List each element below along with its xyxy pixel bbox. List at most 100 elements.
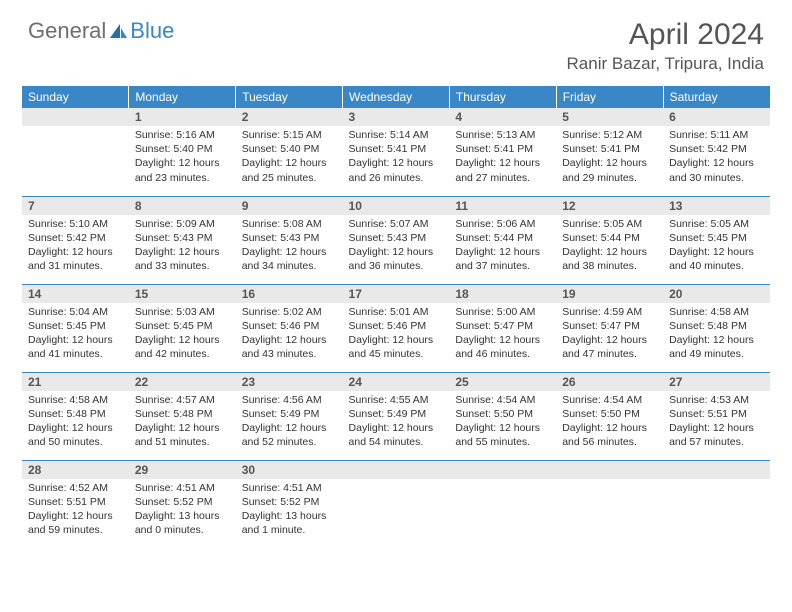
calendar-cell: 30Sunrise: 4:51 AMSunset: 5:52 PMDayligh… — [236, 460, 343, 548]
header: General Blue April 2024 Ranir Bazar, Tri… — [0, 0, 792, 78]
day-number: 2 — [236, 108, 343, 126]
calendar-cell: 8Sunrise: 5:09 AMSunset: 5:43 PMDaylight… — [129, 196, 236, 284]
day-details: Sunrise: 4:55 AMSunset: 5:49 PMDaylight:… — [343, 391, 450, 454]
day-details: Sunrise: 5:07 AMSunset: 5:43 PMDaylight:… — [343, 215, 450, 278]
calendar-cell — [22, 108, 129, 196]
day-details: Sunrise: 5:14 AMSunset: 5:41 PMDaylight:… — [343, 126, 450, 189]
day-details: Sunrise: 5:02 AMSunset: 5:46 PMDaylight:… — [236, 303, 343, 366]
day-details: Sunrise: 5:01 AMSunset: 5:46 PMDaylight:… — [343, 303, 450, 366]
weekday-header: Sunday — [22, 86, 129, 108]
calendar-cell: 5Sunrise: 5:12 AMSunset: 5:41 PMDaylight… — [556, 108, 663, 196]
calendar-cell: 23Sunrise: 4:56 AMSunset: 5:49 PMDayligh… — [236, 372, 343, 460]
calendar-cell: 6Sunrise: 5:11 AMSunset: 5:42 PMDaylight… — [663, 108, 770, 196]
weekday-header: Thursday — [449, 86, 556, 108]
day-details: Sunrise: 5:15 AMSunset: 5:40 PMDaylight:… — [236, 126, 343, 189]
calendar-cell: 22Sunrise: 4:57 AMSunset: 5:48 PMDayligh… — [129, 372, 236, 460]
calendar-cell: 17Sunrise: 5:01 AMSunset: 5:46 PMDayligh… — [343, 284, 450, 372]
day-number: 14 — [22, 285, 129, 303]
calendar-cell — [449, 460, 556, 548]
weekday-header: Monday — [129, 86, 236, 108]
logo: General Blue — [28, 18, 174, 44]
day-details: Sunrise: 5:16 AMSunset: 5:40 PMDaylight:… — [129, 126, 236, 189]
calendar-cell: 26Sunrise: 4:54 AMSunset: 5:50 PMDayligh… — [556, 372, 663, 460]
logo-text-blue: Blue — [130, 18, 174, 44]
day-number: 7 — [22, 197, 129, 215]
month-title: April 2024 — [567, 18, 764, 52]
day-details: Sunrise: 4:51 AMSunset: 5:52 PMDaylight:… — [129, 479, 236, 542]
day-details: Sunrise: 4:58 AMSunset: 5:48 PMDaylight:… — [663, 303, 770, 366]
calendar: Sunday Monday Tuesday Wednesday Thursday… — [22, 86, 770, 548]
day-number: 8 — [129, 197, 236, 215]
day-details: Sunrise: 4:59 AMSunset: 5:47 PMDaylight:… — [556, 303, 663, 366]
calendar-cell: 14Sunrise: 5:04 AMSunset: 5:45 PMDayligh… — [22, 284, 129, 372]
location: Ranir Bazar, Tripura, India — [567, 54, 764, 74]
day-details: Sunrise: 4:54 AMSunset: 5:50 PMDaylight:… — [556, 391, 663, 454]
day-number: 29 — [129, 461, 236, 479]
calendar-row: 14Sunrise: 5:04 AMSunset: 5:45 PMDayligh… — [22, 284, 770, 372]
day-number: 17 — [343, 285, 450, 303]
calendar-row: 28Sunrise: 4:52 AMSunset: 5:51 PMDayligh… — [22, 460, 770, 548]
day-details: Sunrise: 4:56 AMSunset: 5:49 PMDaylight:… — [236, 391, 343, 454]
day-details: Sunrise: 5:05 AMSunset: 5:45 PMDaylight:… — [663, 215, 770, 278]
calendar-row: 1Sunrise: 5:16 AMSunset: 5:40 PMDaylight… — [22, 108, 770, 196]
day-details: Sunrise: 5:11 AMSunset: 5:42 PMDaylight:… — [663, 126, 770, 189]
calendar-cell: 15Sunrise: 5:03 AMSunset: 5:45 PMDayligh… — [129, 284, 236, 372]
calendar-cell: 25Sunrise: 4:54 AMSunset: 5:50 PMDayligh… — [449, 372, 556, 460]
weekday-header-row: Sunday Monday Tuesday Wednesday Thursday… — [22, 86, 770, 108]
day-number: 25 — [449, 373, 556, 391]
weekday-header: Saturday — [663, 86, 770, 108]
calendar-cell: 1Sunrise: 5:16 AMSunset: 5:40 PMDaylight… — [129, 108, 236, 196]
calendar-cell: 21Sunrise: 4:58 AMSunset: 5:48 PMDayligh… — [22, 372, 129, 460]
day-number: 12 — [556, 197, 663, 215]
calendar-cell — [343, 460, 450, 548]
calendar-cell: 12Sunrise: 5:05 AMSunset: 5:44 PMDayligh… — [556, 196, 663, 284]
day-details: Sunrise: 5:00 AMSunset: 5:47 PMDaylight:… — [449, 303, 556, 366]
calendar-row: 7Sunrise: 5:10 AMSunset: 5:42 PMDaylight… — [22, 196, 770, 284]
day-number: 28 — [22, 461, 129, 479]
empty-day-header — [343, 461, 450, 479]
title-block: April 2024 Ranir Bazar, Tripura, India — [567, 18, 764, 74]
calendar-cell: 27Sunrise: 4:53 AMSunset: 5:51 PMDayligh… — [663, 372, 770, 460]
day-details: Sunrise: 4:58 AMSunset: 5:48 PMDaylight:… — [22, 391, 129, 454]
day-number: 26 — [556, 373, 663, 391]
day-number: 13 — [663, 197, 770, 215]
calendar-cell: 13Sunrise: 5:05 AMSunset: 5:45 PMDayligh… — [663, 196, 770, 284]
day-details: Sunrise: 5:10 AMSunset: 5:42 PMDaylight:… — [22, 215, 129, 278]
day-details: Sunrise: 5:04 AMSunset: 5:45 PMDaylight:… — [22, 303, 129, 366]
weekday-header: Wednesday — [343, 86, 450, 108]
day-number: 6 — [663, 108, 770, 126]
day-details: Sunrise: 4:52 AMSunset: 5:51 PMDaylight:… — [22, 479, 129, 542]
day-number: 27 — [663, 373, 770, 391]
day-details: Sunrise: 4:57 AMSunset: 5:48 PMDaylight:… — [129, 391, 236, 454]
calendar-cell: 7Sunrise: 5:10 AMSunset: 5:42 PMDaylight… — [22, 196, 129, 284]
day-number: 22 — [129, 373, 236, 391]
calendar-cell — [663, 460, 770, 548]
day-details: Sunrise: 5:12 AMSunset: 5:41 PMDaylight:… — [556, 126, 663, 189]
day-details: Sunrise: 5:09 AMSunset: 5:43 PMDaylight:… — [129, 215, 236, 278]
day-number: 10 — [343, 197, 450, 215]
calendar-cell: 9Sunrise: 5:08 AMSunset: 5:43 PMDaylight… — [236, 196, 343, 284]
calendar-cell: 10Sunrise: 5:07 AMSunset: 5:43 PMDayligh… — [343, 196, 450, 284]
empty-day-header — [556, 461, 663, 479]
calendar-cell: 16Sunrise: 5:02 AMSunset: 5:46 PMDayligh… — [236, 284, 343, 372]
calendar-cell: 11Sunrise: 5:06 AMSunset: 5:44 PMDayligh… — [449, 196, 556, 284]
day-number: 18 — [449, 285, 556, 303]
day-number: 23 — [236, 373, 343, 391]
calendar-cell: 29Sunrise: 4:51 AMSunset: 5:52 PMDayligh… — [129, 460, 236, 548]
calendar-cell: 4Sunrise: 5:13 AMSunset: 5:41 PMDaylight… — [449, 108, 556, 196]
day-number: 9 — [236, 197, 343, 215]
day-number: 24 — [343, 373, 450, 391]
day-details: Sunrise: 5:06 AMSunset: 5:44 PMDaylight:… — [449, 215, 556, 278]
calendar-cell: 20Sunrise: 4:58 AMSunset: 5:48 PMDayligh… — [663, 284, 770, 372]
day-number: 30 — [236, 461, 343, 479]
day-number: 21 — [22, 373, 129, 391]
day-details: Sunrise: 5:03 AMSunset: 5:45 PMDaylight:… — [129, 303, 236, 366]
calendar-cell: 18Sunrise: 5:00 AMSunset: 5:47 PMDayligh… — [449, 284, 556, 372]
day-details: Sunrise: 4:51 AMSunset: 5:52 PMDaylight:… — [236, 479, 343, 542]
day-details: Sunrise: 5:05 AMSunset: 5:44 PMDaylight:… — [556, 215, 663, 278]
logo-text-gray: General — [28, 18, 106, 44]
day-details: Sunrise: 4:54 AMSunset: 5:50 PMDaylight:… — [449, 391, 556, 454]
calendar-cell — [556, 460, 663, 548]
sail-icon — [108, 22, 128, 40]
empty-day-header — [663, 461, 770, 479]
